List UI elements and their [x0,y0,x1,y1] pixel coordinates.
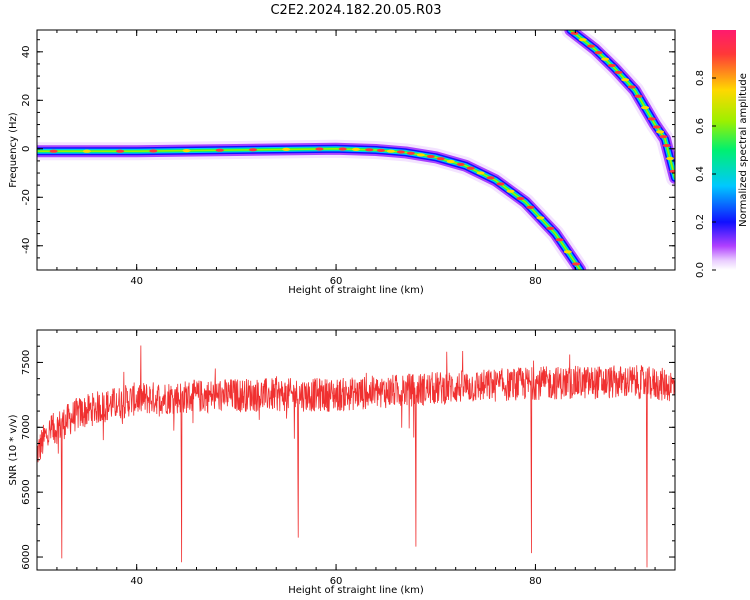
ridge-hotspot [376,148,385,153]
ridge-hotspot [416,153,425,157]
ridge-hotspot [614,70,623,75]
ridge-hotspot [149,149,158,153]
colorbar-gradient [712,30,736,270]
spectrogram-panel: 40 60 80 -40 -20 0 20 40 Height of straight lin… [8,29,676,296]
ridge-hotspot [578,38,587,42]
ridge-hotspot [570,31,579,35]
ridge-hotspot [396,150,405,154]
snr-plot-area [37,345,675,568]
ridge-carrier [37,147,582,270]
ridge-hotspot [652,125,661,129]
ridge-carrier [37,147,582,270]
spectrogram-ridges [37,30,675,270]
ridge-hotspot [634,94,643,98]
snr-ytick-label: 6000 [21,544,32,569]
ridge-hotspot [572,262,581,266]
snr-ylabel: SNR (10 * v/v) [8,414,19,485]
spectrogram-axes: 40 60 80 -40 -20 0 20 40 [21,30,676,287]
ridge-hotspot [446,159,455,164]
ridge-hotspot [215,148,224,152]
ridge-hotspot [546,226,555,230]
spectrogram-xtick-label: 40 [130,276,143,287]
spectrogram-ytick-label: -20 [21,189,32,205]
ridge-upper [561,30,675,187]
ridge-hotspot [647,117,656,121]
snr-series-line [37,345,675,568]
ridge-carrier [37,139,590,270]
spectrogram-ytick-label: 0 [21,146,32,152]
ridge-hotspot [594,51,603,55]
spectrogram-ytick-label: 20 [21,94,32,107]
snr-axes: 40 60 80 6000 6500 7000 7500 [21,329,676,587]
ridge-hotspot [365,148,374,152]
ridge-hotspot [516,196,525,201]
snr-ytick-label: 7500 [21,350,32,375]
ridge-hotspot [555,238,564,242]
snr-xtick-label: 80 [529,576,542,587]
ridge-hotspot [426,154,435,159]
ridge-hotspot [315,147,324,151]
ridge-hotspot [656,130,665,134]
ridge-hotspot [496,182,505,186]
ridge-hotspot [666,156,675,161]
ridge-hotspot [386,149,395,153]
ridge-carrier [37,146,583,270]
colorbar-tick-label: 0.2 [695,214,706,230]
ridge-hotspot [601,57,610,61]
ridge-hotspot [352,147,360,151]
ridge-hotspot [49,149,58,153]
ridge-hotspot [536,216,545,220]
ridge-hotspot [587,44,596,48]
ridge-hotspot [526,205,535,209]
snr-xtick-label: 60 [330,576,343,587]
ridge-hotspot [248,148,257,152]
ridge-hotspot [282,147,291,151]
ridge-hotspot [506,189,515,193]
ridge-upper [569,30,675,179]
ridge-hotspot [627,85,636,89]
spectrogram-ytick-label: 40 [21,45,32,58]
spectrogram-ylabel: Frequency (Hz) [8,112,19,188]
ridge-hotspot [182,149,191,153]
ridge-hotspot [116,149,125,153]
ridge-hotspot [486,176,495,180]
ridge-hotspot [621,78,630,82]
ridge-hotspot [659,135,668,139]
colorbar: 0.0 0.2 0.4 0.6 0.8 Normalized spectral ampl… [695,30,749,278]
ridge-hotspot [436,157,445,161]
ridge-hotspot [456,162,465,166]
ridge-hotspot [641,105,650,110]
spectrogram-xlabel: Height of straight line (km) [288,285,424,296]
chart-title: C2E2.2024.182.20.05.R03 [270,3,441,18]
snr-panel: 40 60 80 6000 6500 7000 7500 Height of straigh… [8,329,676,596]
snr-xtick-label: 40 [130,576,143,587]
colorbar-tick-label: 0.8 [695,70,706,86]
spectrogram-xtick-label: 80 [529,276,542,287]
colorbar-tick-label: 0.6 [695,118,706,134]
spectrogram-ytick-label: -40 [21,238,32,254]
snr-ytick-label: 7000 [21,415,32,440]
snr-ytick-label: 6500 [21,479,32,504]
ridge-hotspot [607,63,616,68]
colorbar-label: Normalized spectral amplitude [738,73,749,227]
colorbar-ticks: 0.0 0.2 0.4 0.6 0.8 [695,70,716,278]
snr-xlabel: Height of straight line (km) [288,585,424,596]
colorbar-tick-label: 0.4 [695,166,706,182]
ridge-hotspot [563,250,572,254]
ridge-hotspot [82,149,91,153]
ridge-carrier [37,142,587,270]
ridge-hotspot [406,151,415,155]
ridge-hotspot [338,147,347,151]
ridge-hotspot [669,169,675,174]
ridge-hotspot [466,166,475,170]
ridge-carrier [37,144,585,270]
colorbar-tick-label: 0.0 [695,262,706,278]
ridge-hotspot [476,171,485,175]
ridge-hotspot [662,143,671,148]
snr-frame [36,329,676,571]
spectrogram-xtick-label: 60 [330,276,343,287]
